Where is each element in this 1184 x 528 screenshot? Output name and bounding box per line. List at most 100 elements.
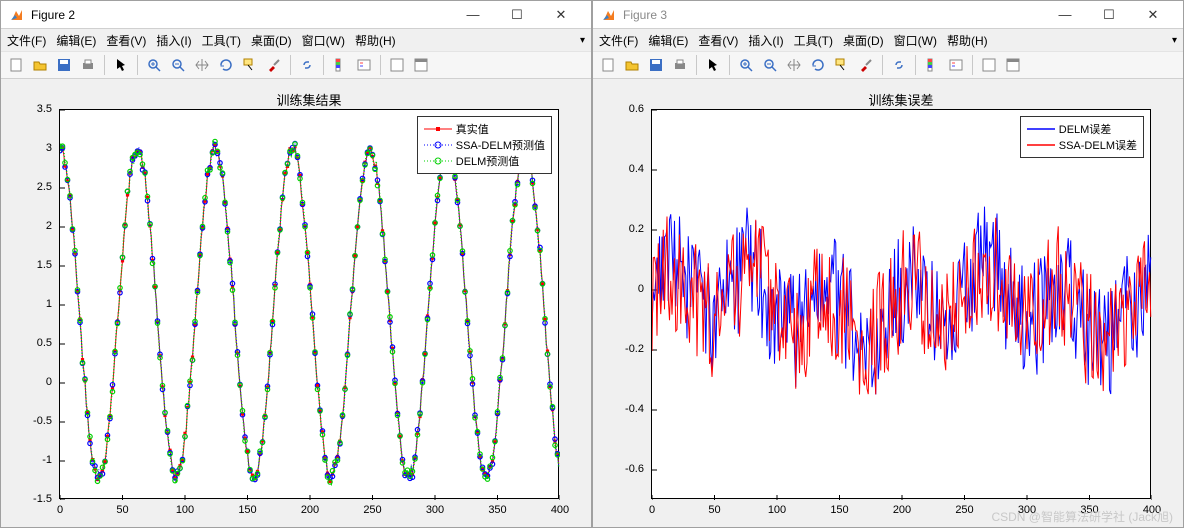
menu-item[interactable]: 文件(F) bbox=[599, 32, 638, 49]
legend-item: SSA-DELM误差 bbox=[1027, 137, 1137, 153]
menu-item[interactable]: 帮助(H) bbox=[355, 32, 396, 49]
menu-item[interactable]: 查看(V) bbox=[106, 32, 146, 49]
minimize-button[interactable]: — bbox=[1043, 1, 1087, 29]
minimize-button[interactable]: — bbox=[451, 1, 495, 29]
menu-item[interactable]: 插入(I) bbox=[748, 32, 783, 49]
chart-title: 训练集结果 bbox=[276, 90, 341, 109]
menu-item[interactable]: 桌面(D) bbox=[843, 32, 884, 49]
menu-item[interactable]: 编辑(E) bbox=[648, 32, 688, 49]
datatip-icon[interactable] bbox=[831, 54, 853, 76]
legend-label: SSA-DELM误差 bbox=[1059, 137, 1137, 153]
axes: 训练集结果 真实值SSA-DELM预测值DELM预测值 050100150200… bbox=[59, 109, 559, 499]
menu-item[interactable]: 窗口(W) bbox=[894, 32, 937, 49]
ytick-label: 1.5 bbox=[37, 259, 52, 271]
xtick-label: 0 bbox=[50, 504, 70, 516]
pan-icon[interactable] bbox=[783, 54, 805, 76]
ytick-label: -1.5 bbox=[33, 493, 52, 505]
zoomin-icon[interactable] bbox=[143, 54, 165, 76]
ytick-label: 0.6 bbox=[629, 103, 644, 115]
chart-title: 训练集误差 bbox=[868, 90, 933, 109]
xtick-label: 150 bbox=[830, 504, 850, 516]
ytick-label: 0.4 bbox=[629, 163, 644, 175]
toolbar bbox=[593, 51, 1183, 79]
dock-icon[interactable] bbox=[1002, 54, 1024, 76]
legend-item: DELM预测值 bbox=[424, 153, 545, 169]
figure-window-2: Figure 2 — ☐ ✕ 文件(F) 编辑(E) 查看(V) 插入(I) 工具(T)… bbox=[0, 0, 592, 528]
link-icon[interactable] bbox=[888, 54, 910, 76]
ytick-label: 0 bbox=[638, 283, 644, 295]
save-icon[interactable] bbox=[645, 54, 667, 76]
chart-svg bbox=[652, 110, 1152, 500]
menu-item[interactable]: 查看(V) bbox=[698, 32, 738, 49]
close-button[interactable]: ✕ bbox=[539, 1, 583, 29]
menu-item[interactable]: 文件(F) bbox=[7, 32, 46, 49]
hide-icon[interactable] bbox=[978, 54, 1000, 76]
new-icon[interactable] bbox=[597, 54, 619, 76]
menu-item[interactable]: 工具(T) bbox=[202, 32, 241, 49]
menu-item[interactable]: 编辑(E) bbox=[56, 32, 96, 49]
maximize-button[interactable]: ☐ bbox=[495, 1, 539, 29]
rotate-icon[interactable] bbox=[807, 54, 829, 76]
xtick-label: 300 bbox=[425, 504, 445, 516]
zoomout-icon[interactable] bbox=[167, 54, 189, 76]
legend-label: SSA-DELM预测值 bbox=[456, 137, 545, 153]
menu-item[interactable]: 桌面(D) bbox=[251, 32, 292, 49]
brush-icon[interactable] bbox=[263, 54, 285, 76]
link-icon[interactable] bbox=[296, 54, 318, 76]
ytick-label: -0.2 bbox=[625, 343, 644, 355]
legend: DELM误差SSA-DELM误差 bbox=[1020, 116, 1144, 158]
legend-label: DELM预测值 bbox=[456, 153, 520, 169]
datatip-icon[interactable] bbox=[239, 54, 261, 76]
ytick-label: 3 bbox=[46, 142, 52, 154]
xtick-label: 250 bbox=[363, 504, 383, 516]
open-icon[interactable] bbox=[621, 54, 643, 76]
xtick-label: 100 bbox=[767, 504, 787, 516]
legend: 真实值SSA-DELM预测值DELM预测值 bbox=[417, 116, 552, 174]
menu-item[interactable]: 帮助(H) bbox=[947, 32, 988, 49]
ytick-label: -1 bbox=[42, 454, 52, 466]
print-icon[interactable] bbox=[77, 54, 99, 76]
legend-label: 真实值 bbox=[456, 121, 489, 137]
hide-icon[interactable] bbox=[386, 54, 408, 76]
menu-overflow-icon[interactable]: ▾ bbox=[1172, 35, 1177, 46]
new-icon[interactable] bbox=[5, 54, 27, 76]
menu-item[interactable]: 插入(I) bbox=[156, 32, 191, 49]
menu-item[interactable]: 工具(T) bbox=[794, 32, 833, 49]
rotate-icon[interactable] bbox=[215, 54, 237, 76]
close-button[interactable]: ✕ bbox=[1131, 1, 1175, 29]
pointer-icon[interactable] bbox=[110, 54, 132, 76]
menu-item[interactable]: 窗口(W) bbox=[302, 32, 345, 49]
pan-icon[interactable] bbox=[191, 54, 213, 76]
xtick-label: 0 bbox=[642, 504, 662, 516]
open-icon[interactable] bbox=[29, 54, 51, 76]
colorbar-icon[interactable] bbox=[329, 54, 351, 76]
titlebar[interactable]: Figure 2 — ☐ ✕ bbox=[1, 1, 591, 29]
xtick-label: 400 bbox=[550, 504, 570, 516]
legend-item: 真实值 bbox=[424, 121, 545, 137]
ytick-label: 0.2 bbox=[629, 223, 644, 235]
dock-icon[interactable] bbox=[410, 54, 432, 76]
print-icon[interactable] bbox=[669, 54, 691, 76]
menubar: 文件(F) 编辑(E) 查看(V) 插入(I) 工具(T) 桌面(D) 窗口(W) 帮助(H)… bbox=[1, 29, 591, 51]
titlebar[interactable]: Figure 3 — ☐ ✕ bbox=[593, 1, 1183, 29]
zoomout-icon[interactable] bbox=[759, 54, 781, 76]
brush-icon[interactable] bbox=[855, 54, 877, 76]
legend-icon[interactable] bbox=[945, 54, 967, 76]
menu-overflow-icon[interactable]: ▾ bbox=[580, 35, 585, 46]
window-title: Figure 3 bbox=[623, 8, 1043, 22]
axes: 训练集误差 DELM误差SSA-DELM误差 05010015020025030… bbox=[651, 109, 1151, 499]
maximize-button[interactable]: ☐ bbox=[1087, 1, 1131, 29]
window-title: Figure 2 bbox=[31, 8, 451, 22]
pointer-icon[interactable] bbox=[702, 54, 724, 76]
ytick-label: 0.5 bbox=[37, 337, 52, 349]
legend-icon[interactable] bbox=[353, 54, 375, 76]
ytick-label: 0 bbox=[46, 376, 52, 388]
legend-item: SSA-DELM预测值 bbox=[424, 137, 545, 153]
xtick-label: 250 bbox=[955, 504, 975, 516]
colorbar-icon[interactable] bbox=[921, 54, 943, 76]
xtick-label: 100 bbox=[175, 504, 195, 516]
matlab-icon bbox=[9, 7, 25, 23]
xtick-label: 150 bbox=[238, 504, 258, 516]
save-icon[interactable] bbox=[53, 54, 75, 76]
zoomin-icon[interactable] bbox=[735, 54, 757, 76]
